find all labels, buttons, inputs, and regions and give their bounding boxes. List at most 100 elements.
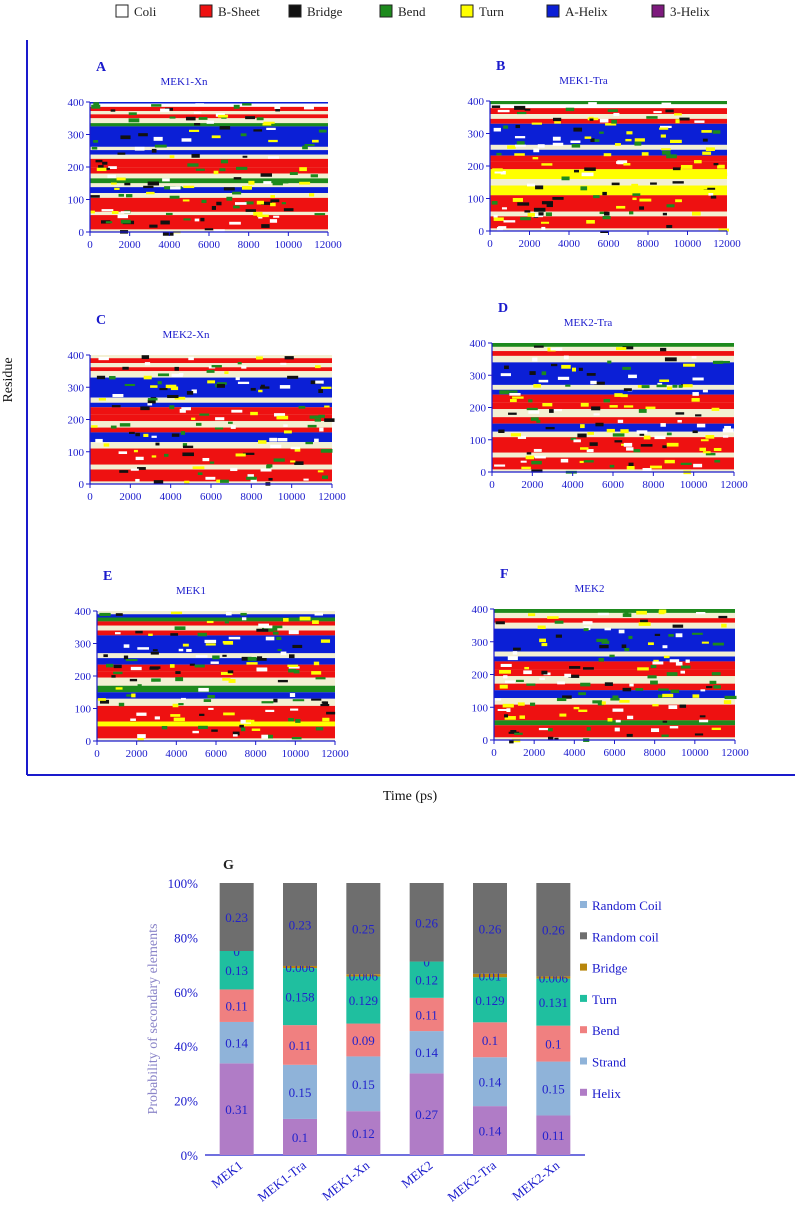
heatmap-speckle — [639, 198, 652, 202]
heatmap-speckle — [694, 733, 704, 736]
heatmap-speckle — [573, 127, 583, 132]
heatmap-band — [90, 173, 328, 179]
heatmap-speckle — [664, 459, 675, 464]
heatmap-speckle — [714, 459, 721, 463]
heatmap-speckle — [113, 671, 123, 675]
heatmap-speckle — [662, 645, 668, 649]
heatmap-speckle — [263, 734, 273, 739]
heatmap-speckle — [162, 178, 170, 182]
heatmap-speckle — [498, 226, 507, 229]
heatmap-band — [90, 167, 328, 174]
heatmap-y-tick-label: 100 — [68, 447, 85, 459]
heatmap-speckle — [270, 199, 280, 203]
heatmap-speckle — [546, 203, 553, 208]
bar-y-tick-label: 100% — [168, 876, 199, 891]
heatmap-speckle — [692, 694, 700, 698]
bar-y-tick-label: 0% — [181, 1148, 199, 1163]
heatmap-speckle — [169, 664, 175, 668]
heatmap-speckle — [322, 717, 330, 722]
stacked-bar-chart: G Probability of secondary elements 0% 20% 4… — [146, 858, 662, 1205]
heatmap-band — [97, 721, 335, 727]
heatmap-speckle — [211, 365, 222, 368]
heatmap-speckle — [181, 407, 191, 411]
heatmap-speckle — [245, 719, 255, 723]
heatmap-speckle — [182, 443, 188, 447]
heatmap-y-tick-label: 200 — [470, 403, 487, 415]
heatmap-speckle — [99, 612, 111, 617]
heatmap-speckle — [220, 159, 229, 164]
heatmap-band — [490, 179, 727, 186]
heatmap-speckle — [491, 105, 501, 108]
heatmap-speckle — [118, 193, 124, 197]
bar-category-label: MEK2-Xn — [509, 1157, 562, 1203]
heatmap-speckle — [241, 656, 252, 661]
heatmap-speckle — [326, 711, 336, 715]
heatmap-speckle — [621, 443, 626, 446]
bar-segment-turn — [536, 978, 571, 1026]
heatmap-speckle — [492, 168, 503, 172]
heatmap-speckle — [622, 366, 631, 370]
heatmap-speckle — [580, 447, 589, 450]
heatmap-speckle — [119, 423, 131, 427]
heatmap-speckle — [299, 181, 311, 185]
heatmap-speckle — [314, 612, 324, 616]
bar-value-label: 0.14 — [479, 1075, 502, 1090]
heatmap-speckle — [533, 384, 541, 388]
heatmap-speckle — [169, 195, 180, 199]
heatmap-speckle — [290, 460, 296, 463]
heatmap-speckle — [526, 407, 538, 411]
heatmap-speckle — [314, 438, 319, 443]
heatmap-speckle — [667, 386, 673, 390]
heatmap-speckle — [637, 667, 649, 671]
heatmap-band — [90, 229, 328, 232]
heatmap-speckle — [256, 200, 264, 205]
heatmap-speckle — [283, 208, 294, 212]
heatmap-speckle — [701, 641, 709, 644]
heatmap-speckle — [253, 129, 263, 132]
heatmap-band — [90, 427, 332, 433]
heatmap-speckle — [123, 655, 129, 660]
heatmap-speckle — [702, 451, 711, 454]
heatmap-speckle — [646, 116, 658, 119]
bar-value-label: 0.23 — [225, 910, 248, 925]
dssp-legend: Coli B-Sheet Bridge Bend Turn A-Helix 3-Helix — [115, 4, 710, 19]
heatmap-speckle — [233, 104, 240, 109]
heatmap-speckle — [524, 666, 530, 670]
heatmap-band — [90, 397, 332, 403]
bar-segment-turn — [473, 977, 507, 1023]
heatmap-speckle — [580, 682, 591, 687]
heatmap-speckle — [287, 664, 299, 668]
heatmap-speckle — [165, 212, 173, 216]
heatmap-speckle — [647, 642, 654, 646]
bar-segment-helix — [536, 1115, 571, 1155]
heatmap-speckle — [312, 620, 319, 624]
heatmap-speckle — [317, 470, 324, 473]
heatmap-speckle — [580, 402, 589, 407]
heatmap-speckle — [665, 109, 674, 113]
heatmap-speckle — [578, 692, 586, 696]
heatmap-speckle — [236, 166, 248, 170]
heatmap-speckle — [634, 141, 642, 146]
heatmap-band — [90, 448, 332, 465]
heatmap-speckle — [640, 444, 653, 447]
heatmap-speckle — [178, 648, 184, 652]
heatmap-speckle — [564, 673, 572, 678]
heatmap-y-tick-label: 300 — [68, 130, 85, 142]
heatmap-speckle — [273, 215, 280, 218]
heatmap-speckle — [677, 419, 682, 423]
heatmap-speckle — [160, 220, 170, 225]
heatmap-speckle — [535, 185, 544, 190]
heatmap-y-tick-label: 400 — [472, 604, 489, 616]
heatmap-speckle — [101, 220, 111, 224]
heatmap-band — [490, 104, 727, 109]
heatmap-speckle — [175, 671, 181, 674]
heatmap-speckle — [660, 134, 666, 138]
heatmap-speckle — [260, 201, 273, 205]
heatmap-speckle — [257, 214, 269, 218]
panel-title: MEK1-Xn — [160, 76, 208, 88]
heatmap-speckle — [554, 121, 561, 124]
heatmap-speckle — [153, 136, 163, 141]
heatmap-speckle — [570, 437, 577, 441]
heatmap-band — [494, 737, 735, 740]
heatmap-speckle — [569, 666, 581, 669]
